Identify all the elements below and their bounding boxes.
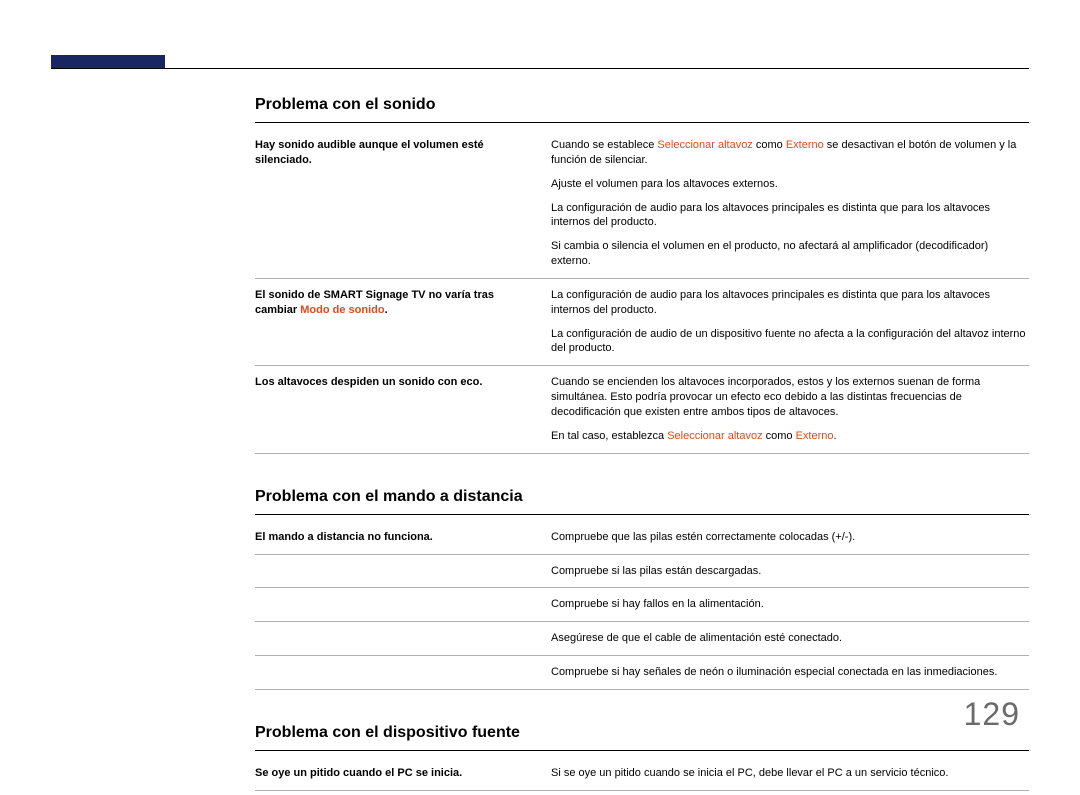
row-rule	[255, 365, 1029, 366]
table-row: Hay sonido audible aunque el volumen est…	[255, 133, 1029, 274]
row-label: Hay sonido audible aunque el volumen est…	[255, 138, 551, 269]
section-title: Problema con el sonido	[255, 96, 1029, 114]
row-rule	[255, 554, 1029, 555]
section-rule	[255, 122, 1029, 123]
row-label	[255, 597, 551, 612]
table-row: Compruebe si hay señales de neón o ilumi…	[255, 660, 1029, 685]
table-row: El sonido de SMART Signage TV no varía t…	[255, 283, 1029, 361]
row-rule	[255, 689, 1029, 690]
row-rule	[255, 621, 1029, 622]
accent-bar	[51, 55, 165, 68]
row-label: Los altavoces despiden un sonido con eco…	[255, 375, 551, 443]
table-row: El mando a distancia no funciona.Comprue…	[255, 525, 1029, 550]
table-row: Los altavoces despiden un sonido con eco…	[255, 370, 1029, 448]
table-row: Compruebe si hay fallos en la alimentaci…	[255, 592, 1029, 617]
row-value: Compruebe si hay fallos en la alimentaci…	[551, 597, 1029, 612]
table-row: Asegúrese de que el cable de alimentació…	[255, 626, 1029, 651]
page-content: Problema con el sonido Hay sonido audible…	[255, 96, 1029, 795]
table-row: Compruebe si las pilas están descargadas…	[255, 559, 1029, 584]
row-label: El mando a distancia no funciona.	[255, 530, 551, 545]
section-rule	[255, 514, 1029, 515]
section-title: Problema con el dispositivo fuente	[255, 724, 1029, 742]
section-title: Problema con el mando a distancia	[255, 488, 1029, 506]
row-rule	[255, 278, 1029, 279]
row-value: Asegúrese de que el cable de alimentació…	[551, 631, 1029, 646]
page-number: 129	[964, 696, 1020, 733]
row-value: Cuando se establece Seleccionar altavoz …	[551, 138, 1029, 269]
row-label	[255, 665, 551, 680]
row-value: Si se oye un pitido cuando se inicia el …	[551, 766, 1029, 781]
row-label	[255, 564, 551, 579]
row-value: Compruebe que las pilas estén correctame…	[551, 530, 1029, 545]
row-rule	[255, 790, 1029, 791]
row-label: El sonido de SMART Signage TV no varía t…	[255, 288, 551, 356]
row-label: Se oye un pitido cuando el PC se inicia.	[255, 766, 551, 781]
page-top-rule	[51, 68, 1029, 69]
row-rule	[255, 655, 1029, 656]
row-rule	[255, 453, 1029, 454]
row-rule	[255, 587, 1029, 588]
table-row: Se oye un pitido cuando el PC se inicia.…	[255, 761, 1029, 786]
row-value: Compruebe si las pilas están descargadas…	[551, 564, 1029, 579]
row-value: Cuando se encienden los altavoces incorp…	[551, 375, 1029, 443]
row-value: Compruebe si hay señales de neón o ilumi…	[551, 665, 1029, 680]
row-value: La configuración de audio para los altav…	[551, 288, 1029, 356]
section-rule	[255, 750, 1029, 751]
row-label	[255, 631, 551, 646]
